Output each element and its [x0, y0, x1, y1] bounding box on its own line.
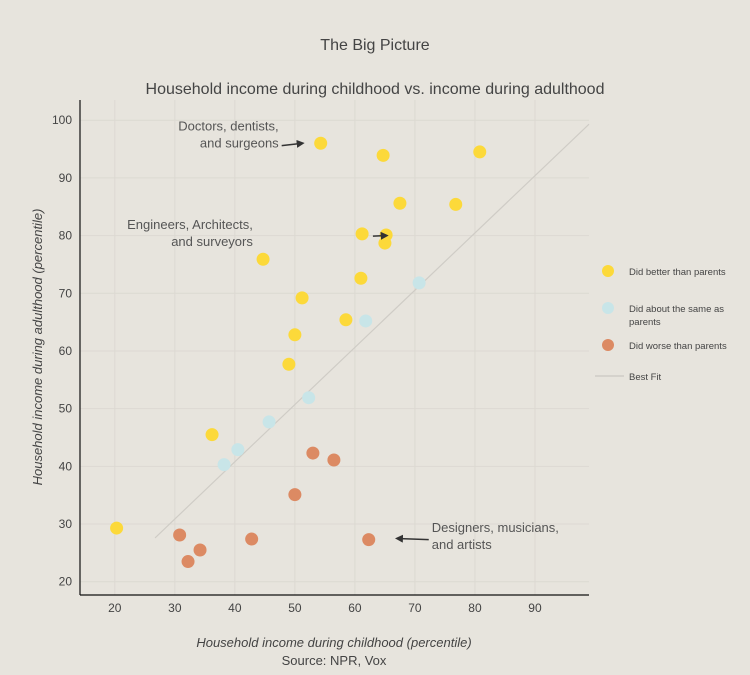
point-worse [245, 532, 259, 546]
gridlines [80, 100, 589, 595]
point-better [205, 428, 219, 442]
annotation-arrow [281, 139, 305, 148]
best-fit-line [154, 123, 590, 539]
point-better [393, 196, 407, 210]
x-tick-label: 50 [288, 601, 302, 615]
point-better [473, 145, 487, 159]
point-worse [362, 533, 376, 547]
point-worse [181, 555, 195, 569]
y-axis-label: Household income during adulthood (perce… [30, 209, 45, 486]
annotation-line: Engineers, Architects, [127, 217, 253, 232]
annotation-arrow [394, 534, 429, 543]
y-tick-label: 50 [59, 402, 73, 416]
annotations: Doctors, dentists, and surgeons Engineers,… [127, 119, 559, 553]
point-better [295, 291, 309, 305]
annotation-line: Doctors, dentists, [178, 119, 278, 134]
y-tick-label: 80 [59, 229, 73, 243]
point-better [288, 328, 302, 342]
point-better [314, 136, 328, 150]
y-tick-label: 100 [52, 113, 72, 127]
data-points [110, 136, 487, 569]
x-tick-label: 20 [108, 601, 122, 615]
annotation-arrow [372, 231, 389, 240]
x-tick-label: 70 [408, 601, 422, 615]
best-fit-line-group [154, 123, 590, 539]
point-better [378, 236, 392, 250]
point-worse [193, 543, 207, 557]
point-better [449, 197, 463, 211]
annotation-line: and surveyors [171, 234, 253, 249]
point-same [302, 391, 316, 405]
point-same [262, 415, 276, 429]
point-same [412, 276, 426, 290]
point-worse [327, 453, 341, 467]
point-better [355, 227, 369, 241]
point-same [231, 443, 245, 457]
y-tick-label: 20 [59, 575, 73, 589]
page-title: The Big Picture [320, 37, 429, 54]
point-same [359, 314, 373, 328]
legend-marker-same [602, 302, 614, 314]
x-axis-label: Household income during childhood (perce… [196, 635, 471, 650]
legend-marker-worse [602, 339, 614, 351]
annotation-line: and artists [432, 537, 492, 552]
point-better [339, 313, 353, 327]
annotation-line: Designers, musicians, [432, 520, 559, 535]
x-tick-label: 30 [168, 601, 182, 615]
point-worse [288, 488, 302, 502]
annotation-label: Doctors, dentists, and surgeons [178, 119, 279, 151]
y-tick-label: 70 [59, 286, 73, 300]
point-better [110, 521, 124, 535]
y-tick-label: 40 [59, 459, 73, 473]
chart-title: Household income during childhood vs. in… [146, 81, 605, 98]
point-better [282, 357, 296, 371]
point-better [354, 271, 368, 285]
annotation-label: Designers, musicians, and artists [432, 520, 559, 552]
legend-label: Best Fit [629, 372, 662, 383]
legend-label: Did about the same as [629, 304, 724, 315]
point-better [376, 148, 390, 162]
tick-labels: 20 30 40 50 60 70 80 90 20 30 40 50 60 70 80 90 100 [52, 113, 542, 615]
point-worse [173, 528, 187, 542]
legend-label: Did worse than parents [629, 341, 727, 352]
legend-marker-better [602, 265, 614, 277]
x-tick-label: 60 [348, 601, 362, 615]
source-label: Source: NPR, Vox [282, 653, 387, 668]
x-tick-label: 80 [468, 601, 482, 615]
annotation-label: Engineers, Architects, and surveyors [127, 217, 253, 249]
y-tick-label: 30 [59, 517, 73, 531]
point-better [256, 252, 270, 266]
point-worse [306, 446, 320, 460]
x-tick-label: 40 [228, 601, 242, 615]
y-tick-label: 60 [59, 344, 73, 358]
legend: Did better than parents Did about the sam… [595, 265, 727, 383]
point-same [217, 458, 231, 472]
legend-label: Did better than parents [629, 267, 726, 278]
x-tick-label: 90 [528, 601, 542, 615]
y-tick-label: 90 [59, 171, 73, 185]
legend-label: parents [629, 317, 661, 328]
annotation-line: and surgeons [200, 136, 279, 151]
